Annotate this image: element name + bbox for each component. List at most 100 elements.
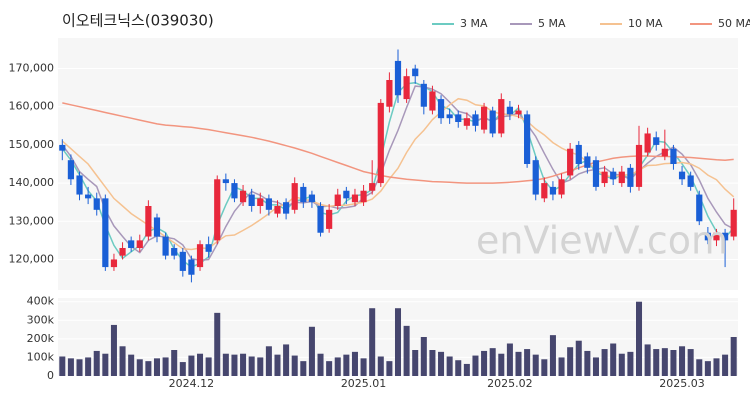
volume-bar <box>575 340 582 376</box>
candle-body <box>317 206 324 233</box>
volume-bar <box>67 358 74 376</box>
candle-body <box>601 171 608 184</box>
volume-bar <box>438 351 445 376</box>
candle-body <box>696 194 703 222</box>
volume-bar <box>455 360 462 376</box>
volume-bar <box>59 356 66 376</box>
watermark: enViewV.com <box>476 219 728 263</box>
candle-body <box>231 183 238 199</box>
candle-body <box>351 194 359 203</box>
volume-bar <box>240 353 247 376</box>
volume-bar <box>618 353 625 376</box>
volume-bar <box>377 356 384 376</box>
volume-bar <box>653 349 660 376</box>
candle-body <box>412 68 419 77</box>
volume-bar <box>532 354 539 376</box>
volume-bar <box>644 344 651 376</box>
candle-body <box>119 248 126 256</box>
volume-bar <box>394 308 402 376</box>
volume-bar <box>524 349 531 376</box>
candle-body <box>257 198 264 206</box>
volume-bar <box>257 357 264 376</box>
y-tick-label: 140,000 <box>9 176 55 189</box>
volume-bar <box>472 355 479 376</box>
candle-body <box>575 144 582 164</box>
volume-bar <box>351 351 358 376</box>
volume-bar <box>85 357 92 376</box>
volume-bar <box>420 337 427 376</box>
candle-body <box>283 202 290 214</box>
volume-bar <box>136 359 143 376</box>
candle-body <box>274 206 281 214</box>
volume-bar <box>369 308 376 376</box>
volume-bar <box>248 356 255 376</box>
volume-bar <box>446 356 453 376</box>
volume-bar <box>171 350 178 376</box>
volume-bar <box>317 353 324 376</box>
volume-bar <box>162 357 169 376</box>
volume-bar <box>601 349 608 376</box>
volume-bar <box>592 357 599 376</box>
candle-body <box>661 148 668 157</box>
volume-bar <box>153 358 160 376</box>
candle-body <box>730 209 737 237</box>
volume-bar <box>498 353 505 376</box>
volume-bar <box>283 344 290 376</box>
volume-bar <box>93 350 100 376</box>
volume-bar <box>188 355 195 376</box>
candle-body <box>403 76 410 100</box>
volume-bar <box>463 363 470 376</box>
x-tick-label: 2025.01 <box>341 377 387 390</box>
y-tick-label: 120,000 <box>9 252 55 265</box>
candle-body <box>248 194 255 206</box>
candle-body <box>153 217 161 237</box>
volume-bar <box>541 359 548 376</box>
volume-bar <box>231 354 238 376</box>
volume-tick-label: 300k <box>27 313 55 326</box>
legend-label: 10 MA <box>628 17 663 30</box>
volume-bar <box>300 361 307 376</box>
candle-body <box>670 148 677 164</box>
volume-tick-label: 100k <box>27 350 55 363</box>
chart-title: 이오테크닉스(039030) <box>62 12 214 30</box>
candle-body <box>567 148 574 176</box>
candle-body <box>506 106 513 115</box>
volume-bar <box>567 347 574 376</box>
volume-bar <box>291 355 298 376</box>
candle-body <box>171 248 178 256</box>
volume-bar <box>360 358 367 376</box>
candle-body <box>205 244 212 252</box>
candle-body <box>420 83 427 107</box>
volume-bar <box>128 354 135 376</box>
candle-body <box>196 244 204 268</box>
candle-body <box>222 179 229 184</box>
x-tick-label: 2025.03 <box>659 377 705 390</box>
volume-bar <box>429 350 436 376</box>
candle-body <box>704 232 711 241</box>
volume-bar <box>722 354 729 376</box>
candle-body <box>635 144 643 187</box>
candle-body <box>446 114 453 119</box>
volume-bar <box>265 346 272 376</box>
legend-label: 5 MA <box>538 17 566 30</box>
volume-tick-label: 200k <box>27 332 55 345</box>
candle-body <box>162 236 169 256</box>
volume-tick-label: 0 <box>47 369 54 382</box>
volume-bar <box>222 353 229 376</box>
candle-body <box>549 186 557 195</box>
volume-bar <box>308 326 315 376</box>
volume-bar <box>274 354 281 376</box>
candle-body <box>188 259 195 275</box>
candle-body <box>713 232 720 241</box>
candle-body <box>429 91 436 111</box>
volume-bar <box>214 312 221 376</box>
candle-body <box>93 198 100 210</box>
volume-bar <box>481 350 488 376</box>
candle-body <box>343 190 350 199</box>
candle-body <box>326 209 333 229</box>
volume-bar <box>489 348 496 376</box>
candle-body <box>678 171 686 180</box>
volume-bar <box>110 324 117 376</box>
candle-body <box>179 251 186 271</box>
